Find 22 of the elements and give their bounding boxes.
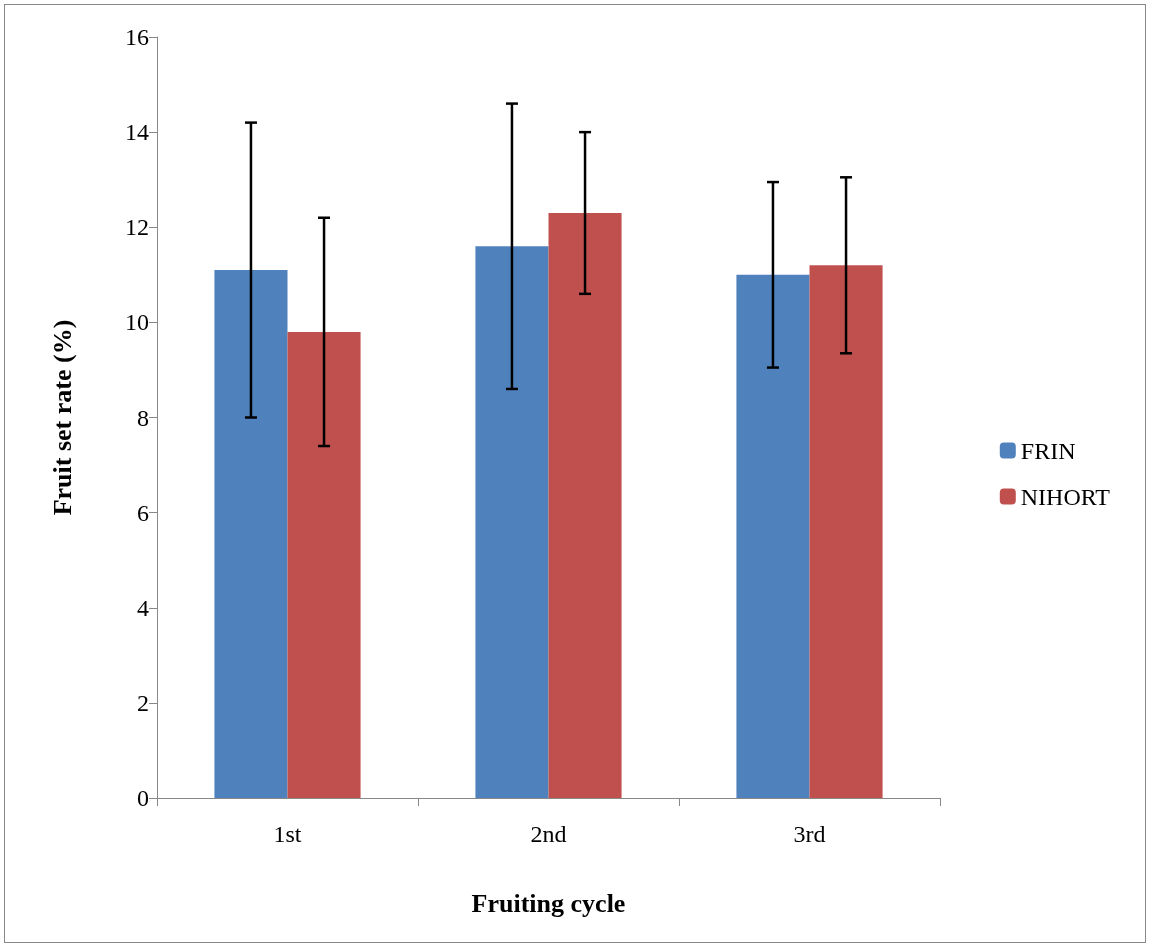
y-tick-label: 0 (137, 785, 149, 811)
y-tick-label: 16 (125, 24, 149, 50)
y-tick-label: 2 (137, 689, 149, 716)
y-tick-label: 6 (137, 499, 149, 526)
x-axis-title: Fruiting cycle (471, 888, 626, 918)
bar (548, 212, 622, 798)
y-axis-title: Fruit set rate (%) (47, 319, 77, 516)
y-tick-label: 14 (125, 119, 149, 146)
y-tick-label: 12 (125, 214, 149, 241)
x-tick-label: 1st (273, 821, 302, 847)
y-tick-label: 4 (137, 594, 149, 621)
legend-label: FRIN (1020, 437, 1076, 464)
bar (475, 246, 549, 798)
bar (809, 265, 883, 798)
x-tick-label: 2nd (530, 821, 567, 847)
x-tick-label: 3rd (793, 821, 826, 847)
bar (214, 270, 288, 798)
y-tick-label: 8 (137, 404, 149, 431)
bar (287, 331, 361, 798)
y-tick-label: 10 (125, 309, 149, 336)
legend-label: NIHORT (1020, 483, 1111, 510)
bar (736, 274, 810, 798)
